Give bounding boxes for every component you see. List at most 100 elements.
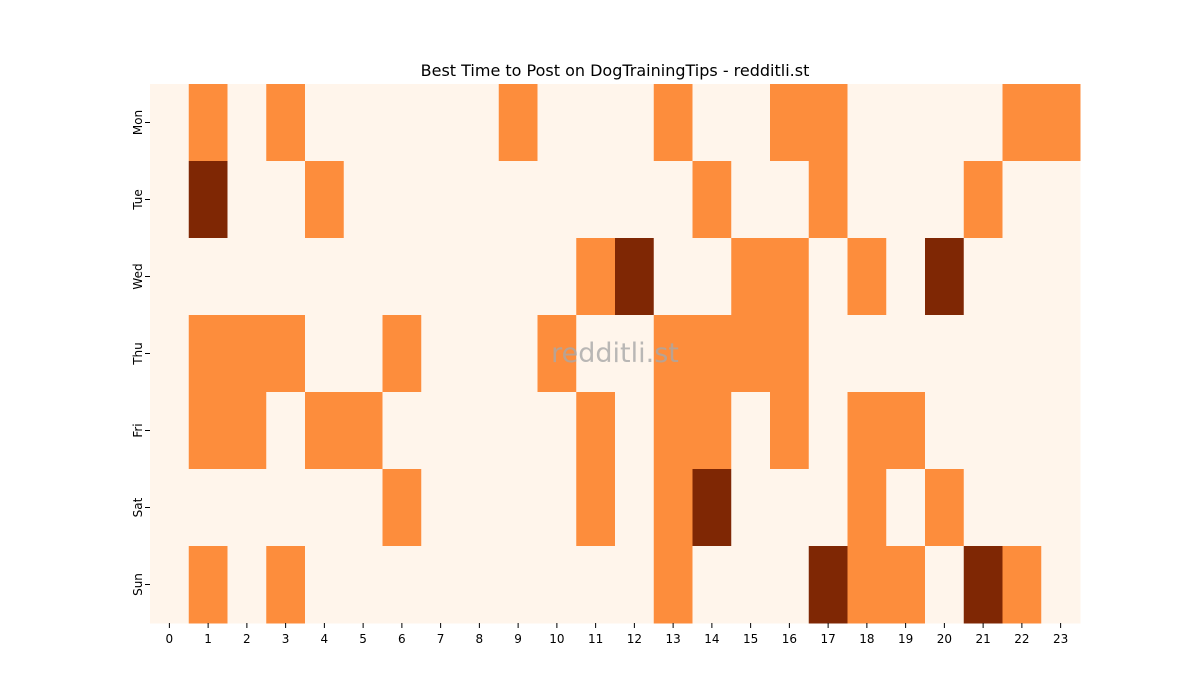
heatmap-cell bbox=[770, 392, 810, 470]
heatmap-cell bbox=[1041, 84, 1081, 162]
heatmap-cell bbox=[498, 84, 538, 162]
heatmap-cell bbox=[731, 315, 771, 393]
y-tick-label: Tue bbox=[131, 189, 145, 211]
heatmap-cell bbox=[188, 469, 228, 547]
heatmap-cell bbox=[1041, 392, 1081, 470]
x-tick-label: 3 bbox=[282, 632, 290, 646]
heatmap-cell bbox=[460, 546, 500, 624]
x-tick-label: 2 bbox=[243, 632, 251, 646]
heatmap-cell bbox=[305, 238, 345, 316]
heatmap-cell bbox=[653, 238, 693, 316]
watermark: redditli.st bbox=[551, 338, 679, 369]
heatmap-cell bbox=[537, 161, 577, 239]
heatmap-cell bbox=[1041, 161, 1081, 239]
y-tick-label: Sat bbox=[131, 497, 145, 517]
heatmap-cell bbox=[576, 469, 616, 547]
y-tick-label: Wed bbox=[131, 263, 145, 289]
heatmap-cell bbox=[227, 469, 267, 547]
heatmap-cell bbox=[305, 315, 345, 393]
heatmap-cell bbox=[537, 315, 577, 393]
heatmap-cell bbox=[305, 84, 345, 162]
heatmap-cell bbox=[188, 161, 228, 239]
x-tick-label: 14 bbox=[704, 632, 719, 646]
heatmap-cell bbox=[266, 84, 306, 162]
heatmap-cell bbox=[963, 238, 1003, 316]
heatmap-cell bbox=[963, 84, 1003, 162]
heatmap-cell bbox=[460, 315, 500, 393]
heatmap-cell bbox=[150, 315, 190, 393]
heatmap-cell bbox=[615, 546, 655, 624]
x-tick-label: 11 bbox=[588, 632, 603, 646]
y-tick-label: Fri bbox=[131, 423, 145, 437]
heatmap-cell bbox=[266, 546, 306, 624]
heatmap-cell bbox=[150, 469, 190, 547]
heatmap-cell bbox=[1002, 315, 1042, 393]
heatmap-cell bbox=[266, 161, 306, 239]
x-tick-label: 0 bbox=[166, 632, 174, 646]
heatmap-cell bbox=[1002, 392, 1042, 470]
x-tick-label: 7 bbox=[437, 632, 445, 646]
heatmap-cell bbox=[421, 315, 461, 393]
heatmap-cell bbox=[615, 392, 655, 470]
heatmap-cell bbox=[498, 238, 538, 316]
heatmap-cell bbox=[925, 161, 965, 239]
heatmap-cell bbox=[343, 161, 383, 239]
chart-title: Best Time to Post on DogTrainingTips - r… bbox=[421, 61, 810, 80]
x-tick-label: 20 bbox=[937, 632, 952, 646]
heatmap-cell bbox=[227, 546, 267, 624]
heatmap-cell bbox=[808, 315, 848, 393]
heatmap-cell bbox=[421, 392, 461, 470]
heatmap-cell bbox=[692, 392, 732, 470]
heatmap-cell bbox=[653, 469, 693, 547]
x-tick-label: 17 bbox=[820, 632, 835, 646]
heatmap-cells bbox=[150, 84, 1081, 624]
heatmap-cell bbox=[615, 315, 655, 393]
x-tick-label: 6 bbox=[398, 632, 406, 646]
heatmap-cell bbox=[731, 161, 771, 239]
heatmap-cell bbox=[615, 161, 655, 239]
heatmap-cell bbox=[227, 238, 267, 316]
heatmap-cell bbox=[421, 546, 461, 624]
heatmap-cell bbox=[382, 546, 422, 624]
x-tick-label: 18 bbox=[859, 632, 874, 646]
heatmap-cell bbox=[808, 392, 848, 470]
heatmap-cell bbox=[925, 546, 965, 624]
heatmap-cell bbox=[847, 238, 887, 316]
heatmap-cell bbox=[343, 392, 383, 470]
heatmap-cell bbox=[537, 392, 577, 470]
heatmap-cell bbox=[188, 84, 228, 162]
heatmap-cell bbox=[886, 469, 926, 547]
heatmap-cell bbox=[1041, 469, 1081, 547]
heatmap-cell bbox=[963, 161, 1003, 239]
heatmap-cell bbox=[266, 469, 306, 547]
heatmap-cell bbox=[266, 315, 306, 393]
heatmap-cell bbox=[925, 84, 965, 162]
heatmap-cell bbox=[1002, 238, 1042, 316]
heatmap-cell bbox=[382, 238, 422, 316]
heatmap-cell bbox=[382, 469, 422, 547]
heatmap-cell bbox=[731, 84, 771, 162]
heatmap-cell bbox=[808, 469, 848, 547]
heatmap-cell bbox=[305, 161, 345, 239]
heatmap-cell bbox=[150, 546, 190, 624]
heatmap-cell bbox=[266, 238, 306, 316]
heatmap-cell bbox=[537, 84, 577, 162]
heatmap-cell bbox=[692, 238, 732, 316]
heatmap-cell bbox=[692, 546, 732, 624]
heatmap-cell bbox=[305, 546, 345, 624]
heatmap-cell bbox=[421, 161, 461, 239]
heatmap-cell bbox=[925, 392, 965, 470]
heatmap-cell bbox=[498, 392, 538, 470]
heatmap-cell bbox=[653, 315, 693, 393]
x-tick-label: 16 bbox=[782, 632, 797, 646]
heatmap-cell bbox=[692, 469, 732, 547]
heatmap-cell bbox=[188, 546, 228, 624]
heatmap-cell bbox=[770, 469, 810, 547]
heatmap-cell bbox=[808, 238, 848, 316]
heatmap-cell bbox=[886, 546, 926, 624]
y-axis: Mon Tue Wed Thu Fri Sat Sun bbox=[131, 110, 150, 596]
heatmap-cell bbox=[847, 469, 887, 547]
heatmap-cell bbox=[150, 392, 190, 470]
heatmap-cell bbox=[1002, 469, 1042, 547]
